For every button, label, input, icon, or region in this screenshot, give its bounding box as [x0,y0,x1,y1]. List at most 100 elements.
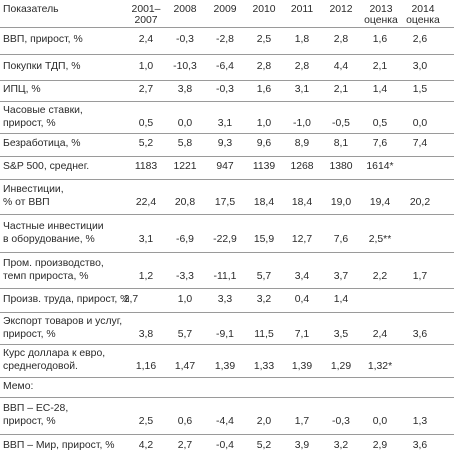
table-cell: 19,0 [330,196,352,208]
table-cell: 7,1 [294,328,310,340]
table-cell: 2,4 [138,34,154,45]
table-cell: 947 [216,161,234,172]
row-separator [0,288,454,289]
table-cell: 2,4 [372,328,388,340]
column-header-1-line1: 2001– [131,4,161,15]
table-cell: 11,5 [254,328,274,340]
row-separator [0,312,454,313]
column-header-7-line2: оценка [364,15,398,26]
table-cell: 1,39 [214,360,236,372]
table-cell: 0,5 [138,117,154,129]
table-cell: 20,2 [409,196,431,208]
row-separator [0,214,454,215]
table-cell: -6,4 [216,61,234,72]
table-cell: 2,6 [412,34,428,45]
table-row: Безработица, % 5,2 5,8 9,3 9,6 8,9 8,1 7,6 7,4 [0,133,454,156]
table-row: Часовые ставки, прирост, % 0,5 0,0 3,1 1,0 -1,… [0,101,454,133]
table-cell: 3,1 [138,233,154,245]
table-row: Частные инвестиции в оборудование, % 3,1 -6… [0,214,454,252]
table-cell: 3,8 [138,328,154,340]
table-row: Курс доллара к евро, среднегодовой. 1,16 1,… [0,344,454,377]
row-separator [0,54,454,55]
table-cell: 5,8 [177,138,193,149]
row-label: в оборудование, % [3,233,95,245]
table-row: Произв. труда, прирост, % 2,7 1,0 3,3 3,2 0,4… [0,288,454,312]
row-label: ВВП – Мир, прирост, % [3,440,115,451]
table-cell: 1,8 [294,34,310,45]
table-cell: 2,5 [138,415,154,427]
table-row: Инвестиции,% от ВВП 22,4 20,8 17,5 18,4 18,4 1… [0,179,454,214]
table-cell: 5,7 [256,270,272,282]
table-cell: 3,1 [217,117,233,129]
table-cell: 3,1 [294,84,310,95]
table-cell: 1,7 [294,415,310,427]
table-cell: 1614* [366,161,394,172]
table-cell: 1,0 [256,117,272,129]
table-cell: 17,5 [214,196,236,208]
row-separator [0,27,454,28]
table-cell: 15,9 [253,233,275,245]
table-cell: -0,5 [332,117,350,129]
row-separator [0,344,454,345]
table-cell: 2,5** [368,233,392,245]
table-cell: 1,33 [253,360,275,372]
row-label: % от ВВП [3,196,50,208]
table-cell: 1,32* [367,360,393,372]
column-header-4-line1: 2010 [252,4,276,15]
table-cell: 3,4 [294,270,310,282]
table-cell: 1,7 [412,270,428,282]
table-cell: -4,4 [216,415,234,427]
table-cell: 22,4 [135,196,157,208]
row-label: Пром. производство, [3,258,104,269]
row-label: ИПЦ, % [3,84,41,95]
column-header-2-line1: 2008 [173,4,197,15]
table-cell: 3,9 [294,440,310,451]
row-label: Мемо: [3,381,34,392]
table-cell: -0,3 [332,415,350,427]
table-cell: 2,8 [256,61,272,72]
table-cell: 3,3 [217,294,233,305]
table-row: Мемо: [0,377,454,397]
table-cell: 1,6 [372,34,388,45]
table-cell: 7,4 [412,138,428,149]
row-label: Экспорт товаров и услуг, [3,316,123,327]
table-row: Экспорт товаров и услуг, прирост, % 3,8 5,7… [0,312,454,344]
table-row: Покупки ТДП, % 1,0 -10,3 -6,4 2,8 2,8 4,4 2,1 3,… [0,54,454,80]
row-separator [0,156,454,157]
table-cell: 19,4 [369,196,391,208]
table-cell: 3,6 [412,440,428,451]
indicator-column-header: Показатель [3,4,59,15]
table-cell: -22,9 [213,233,237,245]
table-row: ВВП, прирост, % 2,4 -0,3 -2,8 2,5 1,8 2,8 1,6 2,… [0,27,454,54]
table-cell: 3,5 [333,328,349,340]
table-cell: 1380 [329,161,353,172]
row-label: Инвестиции, [3,184,64,195]
table-cell: 7,6 [333,233,349,245]
table-cell: 2,7 [123,294,139,305]
table-cell: 5,7 [177,328,193,340]
row-label: Безработица, % [3,138,81,149]
row-label: прирост, % [3,415,56,427]
table-cell: 18,4 [291,196,313,208]
column-header-7-line1: 2013 [369,4,393,15]
table-cell: 3,2 [333,440,349,451]
row-separator [0,434,454,435]
table-header: Показатель 2001– 2007 2008 2009 2010 2011 2012… [0,0,454,27]
table-cell: 1,4 [372,84,388,95]
column-header-5-line1: 2011 [290,4,314,15]
table-cell: 1,0 [177,294,193,305]
table-cell: 12,7 [291,233,313,245]
table-cell: 9,3 [217,138,233,149]
row-separator [0,252,454,253]
row-separator [0,397,454,398]
table-cell: 8,9 [294,138,310,149]
row-label: среднегодовой. [3,360,78,372]
table-cell: 1139 [252,161,276,172]
table-cell: 1,0 [138,61,154,72]
row-separator [0,377,454,378]
table-cell: 1,5 [412,84,428,95]
table-cell: 2,7 [177,440,193,451]
table-cell: 4,4 [333,61,349,72]
row-label: ВВП – ЕС-28, [3,403,69,414]
table-cell: 0,6 [177,415,193,427]
